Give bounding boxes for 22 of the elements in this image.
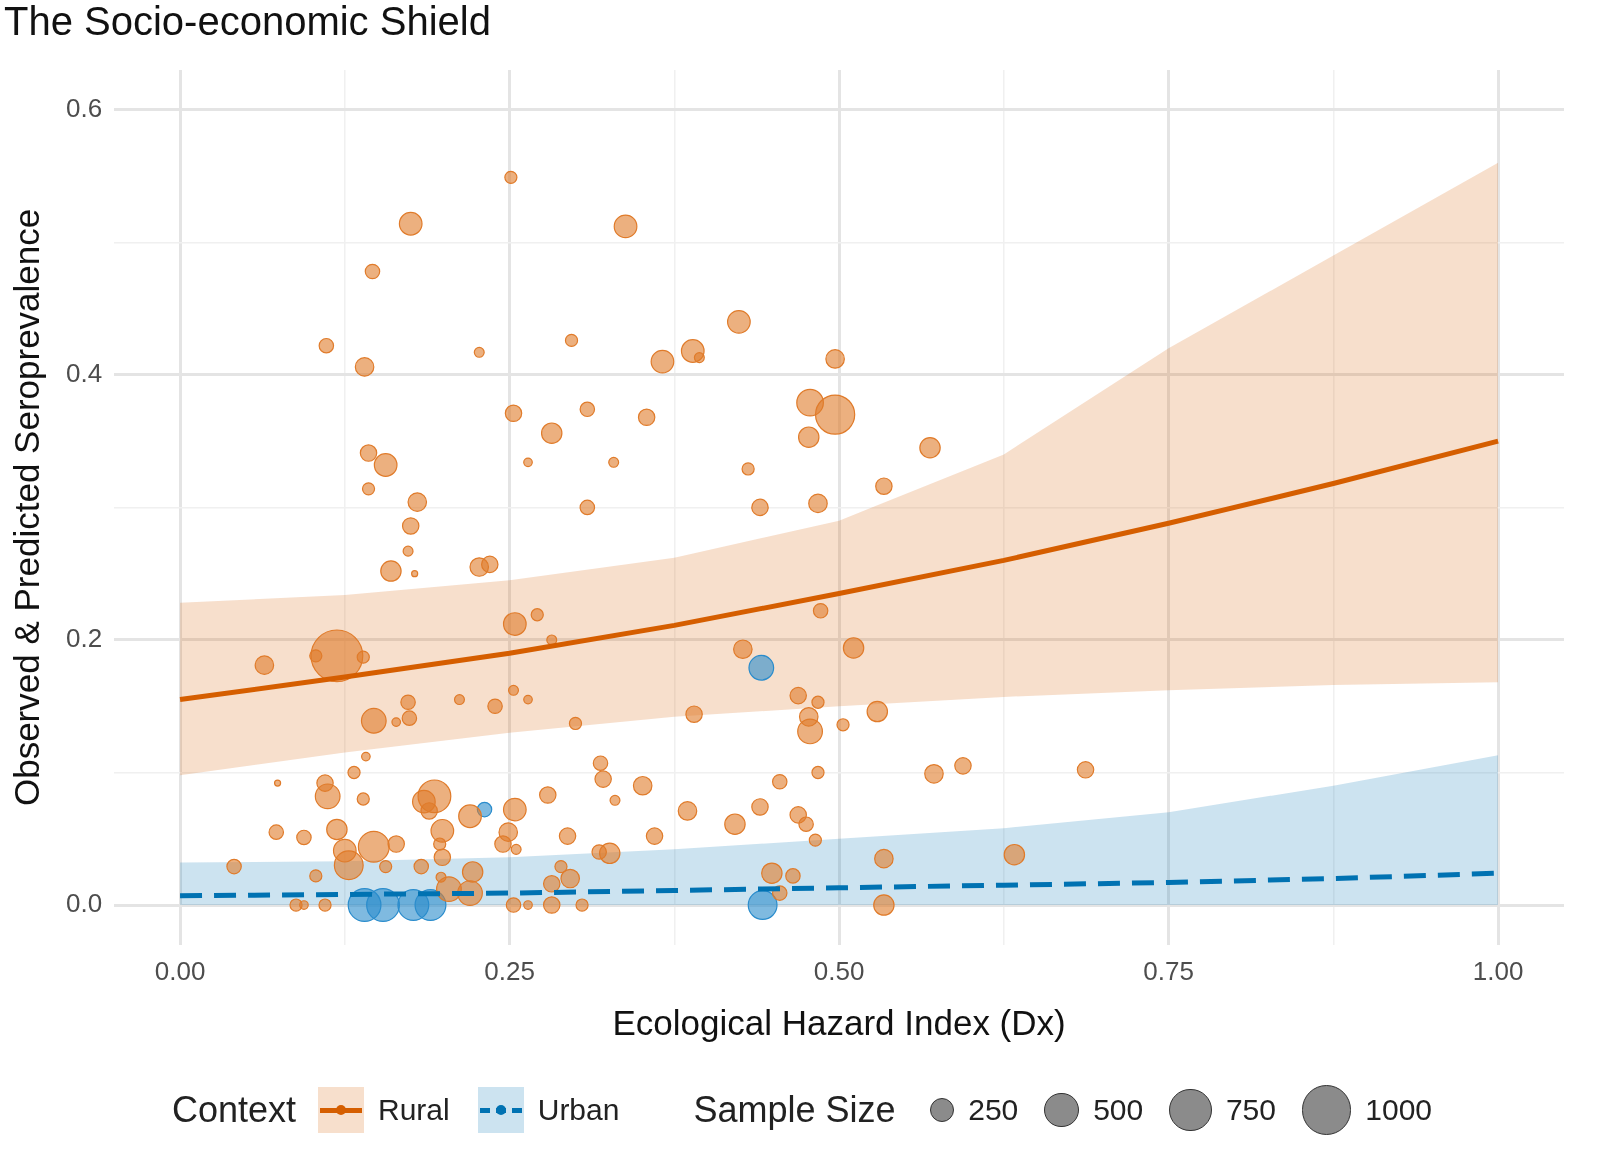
y-axis-title: Observed & Predicted Seroprevalence	[6, 208, 46, 807]
x-tick-label: 1.00	[1472, 955, 1524, 986]
x-tick-label: 0.00	[154, 955, 206, 986]
legend-label: 250	[968, 1092, 1019, 1127]
text: Sample Size	[693, 1088, 896, 1131]
x-tick-label: 0.25	[484, 955, 535, 986]
legend-label: Rural	[378, 1093, 450, 1127]
legend-label: Urban	[537, 1093, 620, 1127]
y-tick-label: 0.4	[65, 358, 103, 389]
y-tick-label: 0.0	[65, 888, 103, 919]
x-axis-title: Ecological Hazard Index (Dx)	[612, 1002, 1066, 1042]
y-tick-label: 0.2	[65, 623, 103, 654]
point	[366, 888, 400, 922]
legend-label: 750	[1225, 1092, 1276, 1127]
legend-label: 1000	[1365, 1092, 1433, 1127]
y-tick-label: 0.6	[65, 92, 103, 123]
chart-title: The Socio-economic Shield	[4, 0, 491, 44]
point	[747, 890, 778, 921]
legend-title: Context	[171, 1089, 297, 1131]
x-tick-label: 0.75	[1143, 955, 1194, 986]
legend-label: 500	[1093, 1092, 1144, 1127]
x-tick-label: 0.50	[813, 955, 865, 986]
